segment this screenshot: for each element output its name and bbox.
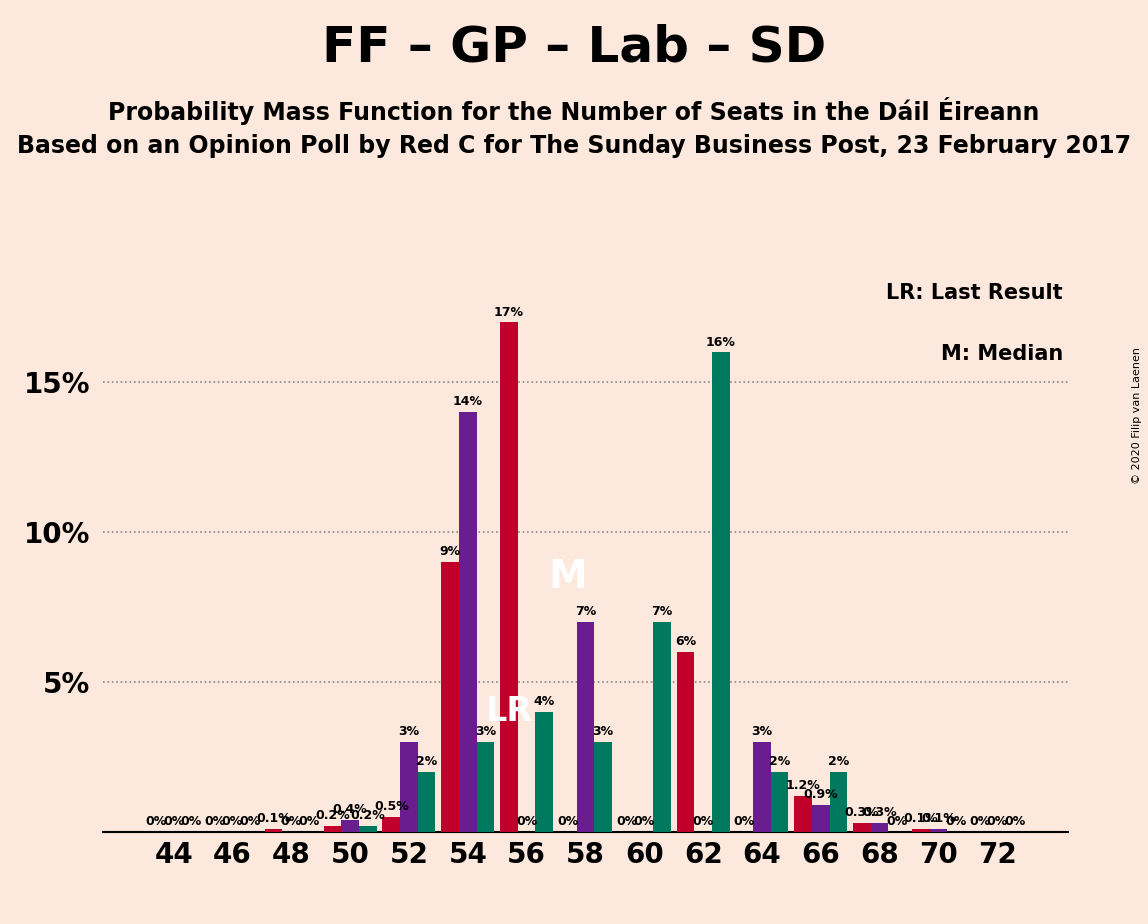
Bar [712,352,730,832]
Bar [794,796,812,832]
Text: 3%: 3% [752,725,773,738]
Text: 0.1%: 0.1% [256,812,292,825]
Text: 3%: 3% [592,725,614,738]
Bar [912,829,930,832]
Text: LR: Last Result: LR: Last Result [886,283,1063,303]
Text: 0%: 0% [634,815,656,828]
Text: 0%: 0% [298,815,319,828]
Text: 3%: 3% [475,725,496,738]
Bar [401,742,418,832]
Bar [265,829,282,832]
Bar [830,772,847,832]
Text: 0%: 0% [280,815,302,828]
Text: 0%: 0% [969,815,991,828]
Text: M: Median: M: Median [940,344,1063,364]
Text: 2%: 2% [828,755,850,768]
Bar [418,772,435,832]
Bar [753,742,770,832]
Text: 0%: 0% [987,815,1008,828]
Text: 17%: 17% [494,306,523,319]
Text: 0%: 0% [946,815,967,828]
Text: 0.9%: 0.9% [804,788,838,801]
Text: © 2020 Filip van Laenen: © 2020 Filip van Laenen [1132,347,1142,484]
Text: 6%: 6% [675,635,696,649]
Text: 0%: 0% [515,815,537,828]
Text: 0.2%: 0.2% [315,809,350,822]
Text: 0%: 0% [240,815,261,828]
Text: 0.4%: 0.4% [333,803,367,816]
Text: 0%: 0% [146,815,166,828]
Text: 0%: 0% [1004,815,1025,828]
Bar [930,829,947,832]
Text: 2%: 2% [769,755,790,768]
Text: 14%: 14% [452,395,483,408]
Bar [871,822,889,832]
Text: 0%: 0% [180,815,202,828]
Text: 0.3%: 0.3% [862,806,897,819]
Bar [341,820,359,832]
Text: 0%: 0% [204,815,225,828]
Bar [441,562,459,832]
Text: Probability Mass Function for the Number of Seats in the Dáil Éireann: Probability Mass Function for the Number… [108,97,1040,125]
Text: 3%: 3% [398,725,419,738]
Bar [324,826,341,832]
Text: 16%: 16% [706,335,736,348]
Text: 0%: 0% [692,815,714,828]
Text: 0%: 0% [734,815,755,828]
Text: 1.2%: 1.2% [785,779,821,792]
Bar [770,772,789,832]
Bar [501,322,518,832]
Bar [812,805,830,832]
Text: 0.2%: 0.2% [350,809,386,822]
Text: 0%: 0% [886,815,908,828]
Text: 0%: 0% [163,815,184,828]
Text: 0.3%: 0.3% [845,806,879,819]
Text: 0.5%: 0.5% [374,800,409,813]
Bar [535,711,553,832]
Text: M: M [549,558,588,596]
Bar [476,742,495,832]
Bar [359,826,377,832]
Text: 9%: 9% [440,545,460,558]
Text: FF – GP – Lab – SD: FF – GP – Lab – SD [321,23,827,71]
Bar [382,817,401,832]
Text: 4%: 4% [534,695,554,708]
Text: 0.1%: 0.1% [903,812,938,825]
Text: 2%: 2% [416,755,437,768]
Bar [576,622,595,832]
Text: 7%: 7% [651,605,673,618]
Text: 0%: 0% [222,815,243,828]
Bar [653,622,670,832]
Text: 0.1%: 0.1% [921,812,956,825]
Text: 0%: 0% [557,815,579,828]
Bar [595,742,612,832]
Text: LR: LR [486,695,533,728]
Bar [676,651,695,832]
Bar [459,412,476,832]
Text: 0%: 0% [616,815,637,828]
Text: 7%: 7% [575,605,596,618]
Text: Based on an Opinion Poll by Red C for The Sunday Business Post, 23 February 2017: Based on an Opinion Poll by Red C for Th… [17,134,1131,158]
Bar [853,822,871,832]
